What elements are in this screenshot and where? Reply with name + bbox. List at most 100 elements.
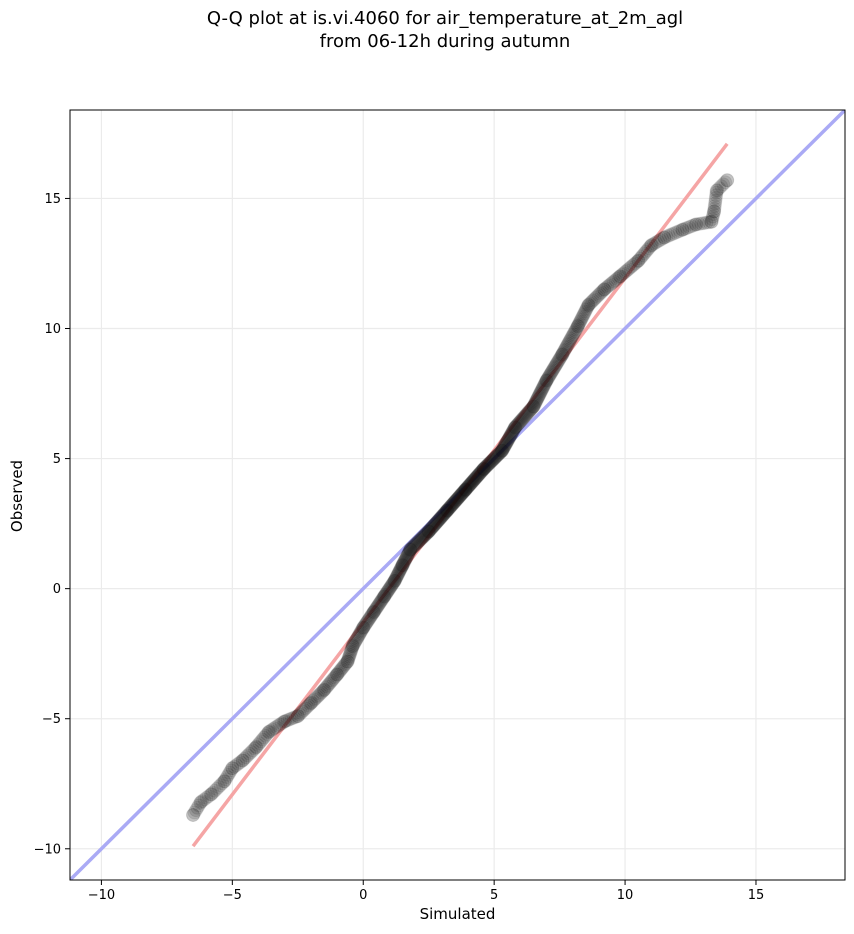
qq-point: [487, 450, 502, 465]
qq-point: [217, 774, 232, 789]
qq-point: [195, 794, 210, 809]
qq-point: [433, 511, 448, 526]
qq-point: [702, 215, 717, 230]
qq-point: [349, 631, 364, 646]
qq-point: [394, 559, 409, 574]
qq-point: [521, 405, 536, 420]
qq-point: [440, 503, 455, 518]
qq-point: [541, 369, 556, 384]
qq-point: [437, 506, 452, 521]
qq-point: [651, 234, 666, 249]
qq-point: [187, 805, 202, 820]
qq-point: [399, 549, 414, 564]
qq-point: [528, 395, 543, 410]
qq-point: [445, 496, 460, 511]
qq-point: [704, 214, 719, 229]
qq-point: [478, 460, 493, 475]
qq-point: [323, 674, 338, 689]
y-axis-label: Observed: [8, 459, 26, 533]
qq-point: [634, 249, 649, 264]
y-tick-label: 10: [44, 322, 61, 337]
qq-point: [534, 382, 549, 397]
qq-point: [714, 179, 729, 194]
qq-point: [712, 181, 727, 196]
qq-point: [240, 748, 255, 763]
qq-point: [419, 526, 434, 541]
qq-point: [485, 453, 500, 468]
axes-frame: [69, 109, 846, 881]
qq-point: [341, 651, 356, 666]
qq-point: [465, 475, 480, 490]
qq-point: [489, 449, 504, 464]
qq-point: [457, 483, 472, 498]
qq-point: [377, 589, 392, 604]
qq-point: [565, 328, 580, 343]
qq-point: [472, 466, 487, 481]
qq-point: [513, 414, 528, 429]
qq-point: [250, 737, 265, 752]
qq-point: [707, 201, 722, 216]
qq-point: [587, 292, 602, 307]
qq-point: [440, 503, 455, 518]
qq-point: [372, 595, 387, 610]
qq-point: [659, 229, 674, 244]
qq-point: [446, 496, 461, 511]
qq-point: [341, 652, 356, 667]
qq-point: [716, 177, 731, 192]
qq-point: [708, 193, 723, 208]
qq-point: [393, 562, 408, 577]
qq-point: [252, 736, 267, 751]
qq-point: [464, 475, 479, 490]
qq-point: [506, 422, 521, 437]
qq-point: [475, 463, 490, 478]
qq-point: [535, 381, 550, 396]
qq-point: [308, 691, 323, 706]
qq-point: [381, 582, 396, 597]
qq-point: [566, 327, 581, 342]
qq-point: [395, 558, 410, 573]
qq-point: [470, 469, 485, 484]
qq-point: [238, 750, 253, 765]
qq-point: [403, 543, 418, 558]
qq-point: [290, 709, 305, 724]
qq-point: [389, 571, 404, 586]
qq-point: [570, 318, 585, 333]
qq-point: [657, 230, 672, 245]
qq-point: [644, 237, 659, 252]
qq-point: [377, 589, 392, 604]
qq-point: [186, 807, 201, 822]
qq-point: [449, 492, 464, 507]
qq-point: [284, 711, 299, 726]
qq-point: [546, 361, 561, 376]
qq-point: [610, 271, 625, 286]
qq-point: [455, 486, 470, 501]
qq-point: [699, 215, 714, 230]
qq-point: [549, 357, 564, 372]
qq-point: [471, 467, 486, 482]
qq-point: [426, 518, 441, 533]
qq-point: [340, 654, 355, 669]
qq-point: [453, 488, 468, 503]
qq-point: [442, 501, 457, 516]
qq-point: [411, 534, 426, 549]
qq-point: [334, 661, 349, 676]
qq-point: [490, 447, 505, 462]
qq-point: [571, 317, 586, 332]
x-axis-label: Simulated: [419, 905, 496, 923]
qq-point: [377, 588, 392, 603]
qq-point: [253, 734, 268, 749]
qq-point: [335, 660, 350, 675]
qq-point: [708, 191, 723, 206]
qq-point: [466, 473, 481, 488]
qq-point: [522, 404, 537, 419]
qq-point: [553, 350, 568, 365]
qq-point: [342, 647, 357, 662]
qq-point: [421, 524, 436, 539]
qq-point: [494, 444, 509, 459]
qq-point: [411, 534, 426, 549]
qq-point: [507, 421, 522, 436]
qq-point: [519, 407, 534, 422]
qq-point: [536, 378, 551, 393]
qq-point: [332, 664, 347, 679]
qq-point: [544, 364, 559, 379]
